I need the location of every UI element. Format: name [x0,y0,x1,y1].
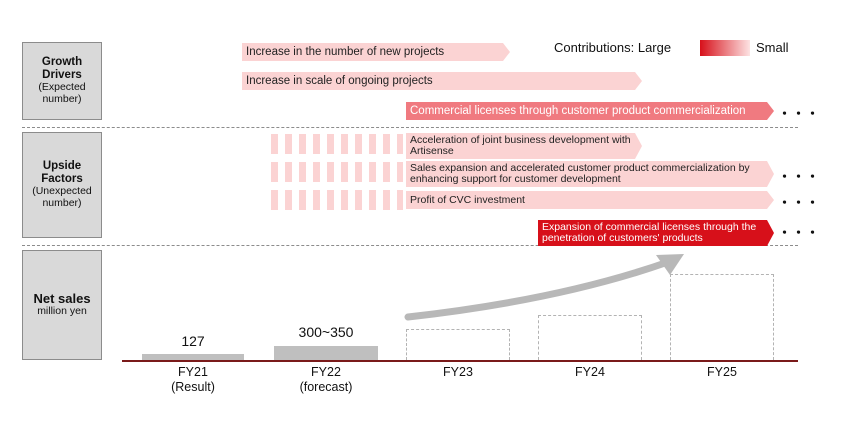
separator-growth-upside [22,127,798,128]
upside-commercial-license-expansion: Expansion of commercial licenses through… [538,220,774,246]
growth-drivers-sub: (Expected number) [38,81,86,105]
x-label-fy22-line1: FY22 [311,365,341,379]
upside-factors-title: Upside Factors [41,160,83,186]
growth-driver-commercial-licenses: Commercial licenses through customer pro… [406,102,774,120]
upside-hatch-1 [271,134,403,154]
upside-continuation-2: ・・・ [778,195,821,210]
growth-driver-new-projects: Increase in the number of new projects [242,43,510,61]
bar-fy21 [142,354,244,360]
upside-hatch-3 [271,190,403,210]
growth-driver-ongoing-scale: Increase in scale of ongoing projects [242,72,642,90]
upside-continuation-3: ・・・ [778,225,821,240]
legend-large-label: Large [637,40,672,55]
bar-fy23 [406,329,510,360]
bar-fy24 [538,315,642,360]
x-label-fy24: FY24 [575,365,605,379]
growth-drivers-title: Growth Drivers [41,56,83,82]
growth-drivers-box: Growth Drivers (Expected number) [22,42,102,120]
x-label-fy21-line2: (Result) [171,380,215,394]
x-label-fy21-line1: FY21 [178,365,208,379]
x-label-fy23: FY23 [443,365,473,379]
legend-title: Contributions: Large [554,40,671,55]
net-sales-sub: million yen [37,305,87,318]
upside-hatch-2 [271,162,403,182]
legend-prefix: Contributions: [554,40,635,55]
net-sales-title: Net sales [33,290,91,306]
upside-customer-support: Sales expansion and accelerated customer… [406,161,774,187]
chart-baseline [122,360,798,362]
upside-factors-sub: (Unexpected number) [32,185,92,209]
net-sales-box: Net sales million yen [22,250,102,360]
bar-fy22 [274,346,378,360]
value-label-fy22: 300~350 [298,324,354,340]
legend-gradient [700,40,750,56]
x-label-fy21: FY21 (Result) [138,365,248,395]
x-label-fy25: FY25 [707,365,737,379]
legend-small-label: Small [756,40,789,55]
x-label-fy22-line2: (forecast) [299,380,353,394]
upside-cvc-profit: Profit of CVC investment [406,191,774,209]
upside-continuation-1: ・・・ [778,169,821,184]
separator-upside-sales [22,245,798,246]
upside-factors-box: Upside Factors (Unexpected number) [22,132,102,238]
value-label-fy21: 127 [181,333,205,349]
growth-driver-continuation: ・・・ [778,106,821,121]
upside-artisense: Acceleration of joint business developme… [406,133,642,159]
x-label-fy22: FY22 (forecast) [271,365,381,395]
bar-fy25 [670,274,774,360]
